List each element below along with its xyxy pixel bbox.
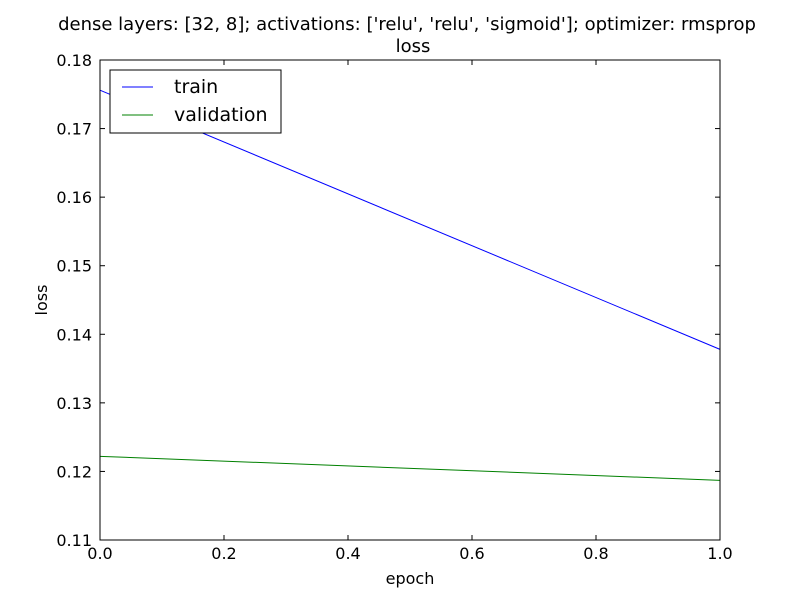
x-tick-label: 0.2 [211, 544, 236, 563]
chart-subtitle: loss [396, 36, 431, 57]
ticks-layer: 0.0 0.2 0.4 0.6 0.8 1.0 0.11 0.12 0.13 0.14 0.15 0.… [56, 51, 732, 563]
x-axis-label: epoch [386, 569, 435, 588]
x-tick-label: 1.0 [707, 544, 732, 563]
legend: train validation [109, 69, 282, 134]
x-tick-label: 0.0 [87, 544, 112, 563]
y-axis-label: loss [32, 285, 51, 316]
x-tick-label: 0.6 [459, 544, 484, 563]
y-tick-label: 0.13 [56, 394, 92, 413]
legend-box [109, 69, 282, 134]
y-tick-label: 0.11 [56, 531, 92, 550]
y-tick-label: 0.14 [56, 325, 92, 344]
series-layer [99, 89, 721, 481]
y-tick-label: 0.15 [56, 257, 92, 276]
x-tick-label: 0.4 [335, 544, 360, 563]
x-tick-label: 0.8 [583, 544, 608, 563]
y-tick-label: 0.18 [56, 51, 92, 70]
legend-validation-label: validation [174, 104, 268, 126]
plot-frame [99, 59, 721, 541]
y-tick-label: 0.16 [56, 188, 92, 207]
chart-title: dense layers: [32, 8]; activations: ['re… [58, 14, 756, 35]
y-tick-label: 0.12 [56, 462, 92, 481]
series-line-validation [99, 455, 721, 481]
y-tick-label: 0.17 [56, 120, 92, 139]
legend-train-label: train [174, 76, 218, 98]
